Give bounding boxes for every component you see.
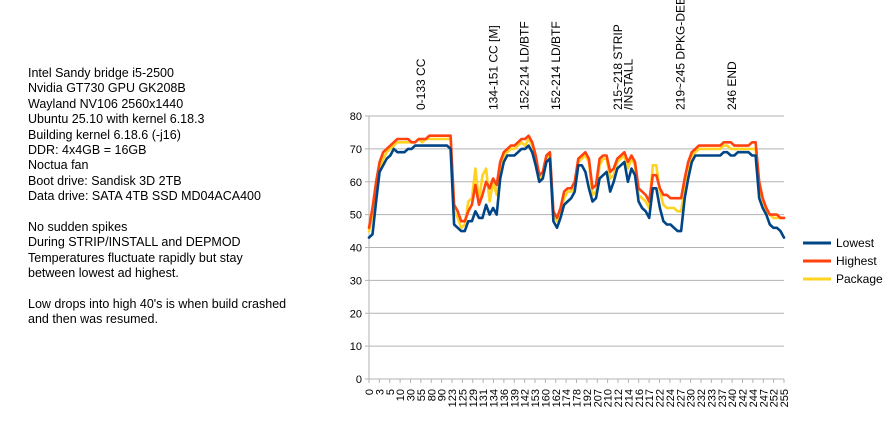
annotation-label: 215~218 STRIP: [611, 24, 625, 110]
legend-label: Highest: [836, 254, 877, 268]
x-tick-label: 178: [572, 389, 584, 407]
x-tick-label: 255: [779, 389, 791, 407]
axes: 0102030405060708003510305580901231251291…: [350, 111, 791, 407]
notes-line: and then was resumed.: [28, 312, 158, 327]
series-lines: [367, 134, 786, 239]
x-tick-label: 134: [489, 389, 501, 407]
notes-line: Low drops into high 40's is when build c…: [28, 297, 287, 312]
y-tick-label: 80: [350, 111, 362, 123]
y-tick-label: 70: [350, 144, 362, 156]
x-tick-label: 214: [623, 389, 635, 407]
x-tick-label: 162: [551, 389, 563, 407]
notes-line: Boot drive: Sandisk 3D 2TB: [28, 173, 182, 188]
series-line-lowest: [367, 144, 786, 239]
x-tick-label: 136: [499, 389, 511, 407]
x-tick-label: 5: [385, 389, 397, 395]
notes-line: During STRIP/INSTALL and DEPMOD: [28, 235, 241, 250]
legend-label: Package: [836, 272, 883, 286]
x-tick-label: 227: [675, 389, 687, 407]
x-tick-label: 216: [634, 389, 646, 407]
x-tick-label: 129: [468, 389, 480, 407]
x-tick-label: 232: [696, 389, 708, 407]
notes-line: No sudden spikes: [28, 220, 128, 235]
annotation-label: /INSTALL: [621, 59, 635, 110]
y-tick-label: 60: [350, 177, 362, 189]
notes-line: between lowest ad highest.: [28, 266, 179, 281]
notes-line: Noctua fan: [28, 158, 89, 173]
x-tick-label: 244: [748, 389, 760, 407]
x-tick-label: 247: [758, 389, 770, 407]
annotation-label: 219~245 DPKG-DEB: [673, 0, 687, 110]
x-tick-label: 212: [613, 389, 625, 407]
x-tick-label: 242: [738, 389, 750, 407]
x-tick-label: 217: [644, 389, 656, 407]
annotation-label: 0-133 CC: [414, 58, 428, 110]
y-tick-label: 30: [350, 275, 362, 287]
notes-line: Temperatures fluctuate rapidly but stay: [28, 250, 243, 265]
x-tick-label: 237: [717, 389, 729, 407]
annotations: 0-133 CC 134-151 CC [M] 152-214 LD/BTF 152-…: [414, 0, 739, 110]
annotation-label: 152-214 LD/BTF: [549, 21, 563, 110]
x-tick-label: 125: [457, 389, 469, 407]
legend-label: Lowest: [836, 236, 875, 250]
grid-lines: [365, 115, 784, 380]
x-tick-label: 139: [509, 389, 521, 407]
x-tick-label: 55: [416, 389, 428, 401]
x-tick-label: 142: [520, 389, 532, 407]
x-tick-label: 224: [665, 389, 677, 407]
x-tick-label: 210: [603, 389, 615, 407]
notes-line: Building kernel 6.18.6 (-j16): [28, 127, 181, 142]
x-tick-label: 174: [561, 389, 573, 407]
x-tick-label: 131: [478, 389, 490, 407]
annotation-label: 134-151 CC [M]: [487, 25, 501, 110]
annotation-label: 246 END: [725, 61, 739, 110]
x-tick-label: 160: [540, 389, 552, 407]
x-tick-label: 222: [655, 389, 667, 407]
x-tick-label: 192: [582, 389, 594, 407]
legend: Lowest Highest Package: [803, 236, 883, 286]
x-tick-label: 123: [447, 389, 459, 407]
y-tick-label: 0: [356, 374, 362, 386]
notes-line: Ubuntu 25.10 with kernel 6.18.3: [28, 112, 205, 127]
x-tick-label: 230: [686, 389, 698, 407]
x-tick-label: 240: [727, 389, 739, 407]
y-tick-label: 10: [350, 341, 362, 353]
x-tick-label: 0: [364, 389, 376, 395]
x-tick-label: 233: [706, 389, 718, 407]
x-tick-label: 207: [592, 389, 604, 407]
annotation-label: 152-214 LD/BTF: [518, 21, 532, 110]
y-tick-label: 20: [350, 308, 362, 320]
notes-line: Intel Sandy bridge i5-2500: [28, 66, 174, 80]
x-tick-label: 252: [769, 389, 781, 407]
notes-line: DDR: 4x4GB = 16GB: [28, 143, 147, 158]
y-tick-label: 40: [350, 243, 362, 255]
notes-line: Wayland NV106 2560x1440: [28, 96, 184, 111]
system-notes: Intel Sandy bridge i5-2500 Nvidia GT730 G…: [28, 66, 286, 328]
x-tick-label: 90: [437, 389, 449, 401]
x-tick-label: 80: [426, 389, 438, 401]
y-tick-label: 50: [350, 210, 362, 222]
notes-line: Data drive: SATA 4TB SSD MD04ACA400: [28, 189, 261, 204]
x-tick-label: 10: [395, 389, 407, 401]
x-tick-label: 153: [530, 389, 542, 407]
notes-line: Nvidia GT730 GPU GK208B: [28, 81, 186, 96]
x-tick-label: 30: [406, 389, 418, 401]
x-tick-label: 3: [374, 389, 386, 395]
